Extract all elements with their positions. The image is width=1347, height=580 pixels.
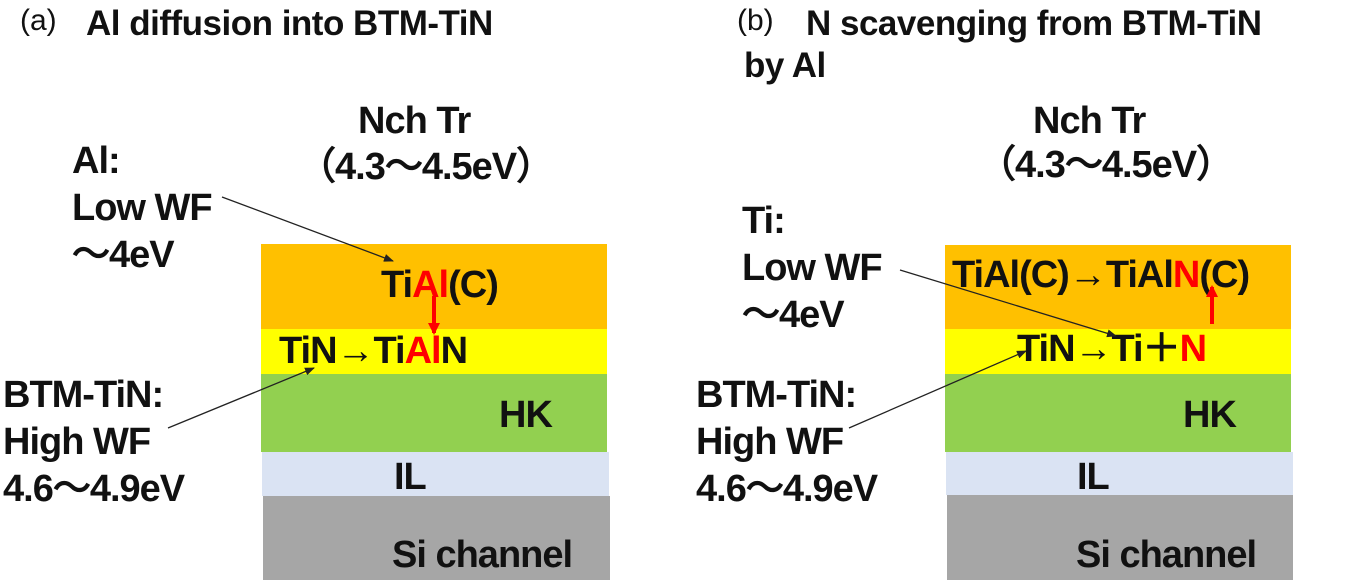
text-part: N (440, 330, 468, 372)
btm-tin-note-line: 4.6～4.9eV (3, 468, 185, 510)
btm-tin-note-line: High WF (3, 421, 151, 463)
btm-tin-note-line: BTM-TiN: (3, 374, 164, 416)
hk-label: HK (1183, 394, 1237, 436)
il-layer (262, 452, 609, 496)
text-part: (C) (448, 264, 499, 306)
btm-tin-pointer-arrow (848, 350, 1027, 429)
text-part-highlight: Al (412, 264, 449, 306)
ti-note-line: Low WF (742, 247, 883, 289)
btm-tin-note: BTM-TiN: High WF 4.6～4.9eV (3, 372, 185, 513)
il-label: IL (1077, 456, 1110, 498)
btm-tin-note-line: 4.6～4.9eV (696, 468, 878, 510)
ti-pointer-arrow (899, 269, 1117, 338)
device-label: Nch Tr (1033, 100, 1146, 142)
btm-tin-note: BTM-TiN: High WF 4.6～4.9eV (696, 372, 878, 513)
hk-layer (945, 374, 1291, 452)
text-part-highlight: Al (404, 330, 442, 372)
al-pointer-arrow (221, 196, 394, 262)
text-part: TiN→Ti (279, 330, 406, 372)
text-part: Ti (381, 264, 413, 306)
hk-label: HK (499, 394, 553, 436)
device-wf-range: （4.3～4.5eV） (978, 144, 1234, 186)
al-note-line: Low WF (72, 187, 213, 229)
panel-a-tag: (a) (20, 4, 57, 37)
il-label: IL (394, 456, 427, 498)
text-part-highlight: N (1179, 328, 1207, 370)
device-label: Nch Tr (358, 100, 471, 142)
al-note-line: Al: (72, 140, 121, 182)
metal-layer-label: TiAl(C) (381, 262, 499, 309)
btm-tin-layer-label: TiN→TiAlN (279, 328, 468, 375)
metal-layer (945, 245, 1291, 329)
panel-b-title-line2: by Al (744, 46, 826, 85)
ti-note-line: Ti: (742, 200, 786, 242)
btm-tin-note-line: High WF (696, 421, 844, 463)
btm-tin-note-line: BTM-TiN: (696, 374, 857, 416)
si-channel-layer (263, 496, 610, 580)
al-note-line: ～4eV (72, 234, 175, 276)
btm-tin-layer (261, 329, 607, 374)
panel-a-title: Al diffusion into BTM-TiN (86, 4, 493, 43)
il-layer (946, 452, 1293, 495)
btm-tin-layer-label: TiN→Ti＋N (1017, 326, 1207, 373)
panel-b-tag: (b) (737, 4, 774, 37)
ti-note-line: ～4eV (742, 294, 845, 336)
si-channel-label: Si channel (392, 534, 573, 576)
al-note: Al: Low WF ～4eV (72, 138, 213, 279)
device-wf-range: （4.3～4.5eV） (298, 146, 554, 188)
si-channel-layer (947, 495, 1293, 580)
text-part: TiN→Ti＋ (1017, 328, 1181, 370)
hk-layer (261, 374, 607, 452)
ti-note: Ti: Low WF ～4eV (742, 198, 883, 339)
panel-b-title: N scavenging from BTM-TiN (806, 4, 1262, 43)
btm-tin-layer (945, 329, 1291, 374)
si-channel-label: Si channel (1076, 534, 1257, 576)
text-part-highlight: N (1172, 254, 1200, 296)
btm-tin-pointer-arrow (167, 367, 315, 429)
text-part: TiAl(C)→TiAl (952, 254, 1174, 296)
